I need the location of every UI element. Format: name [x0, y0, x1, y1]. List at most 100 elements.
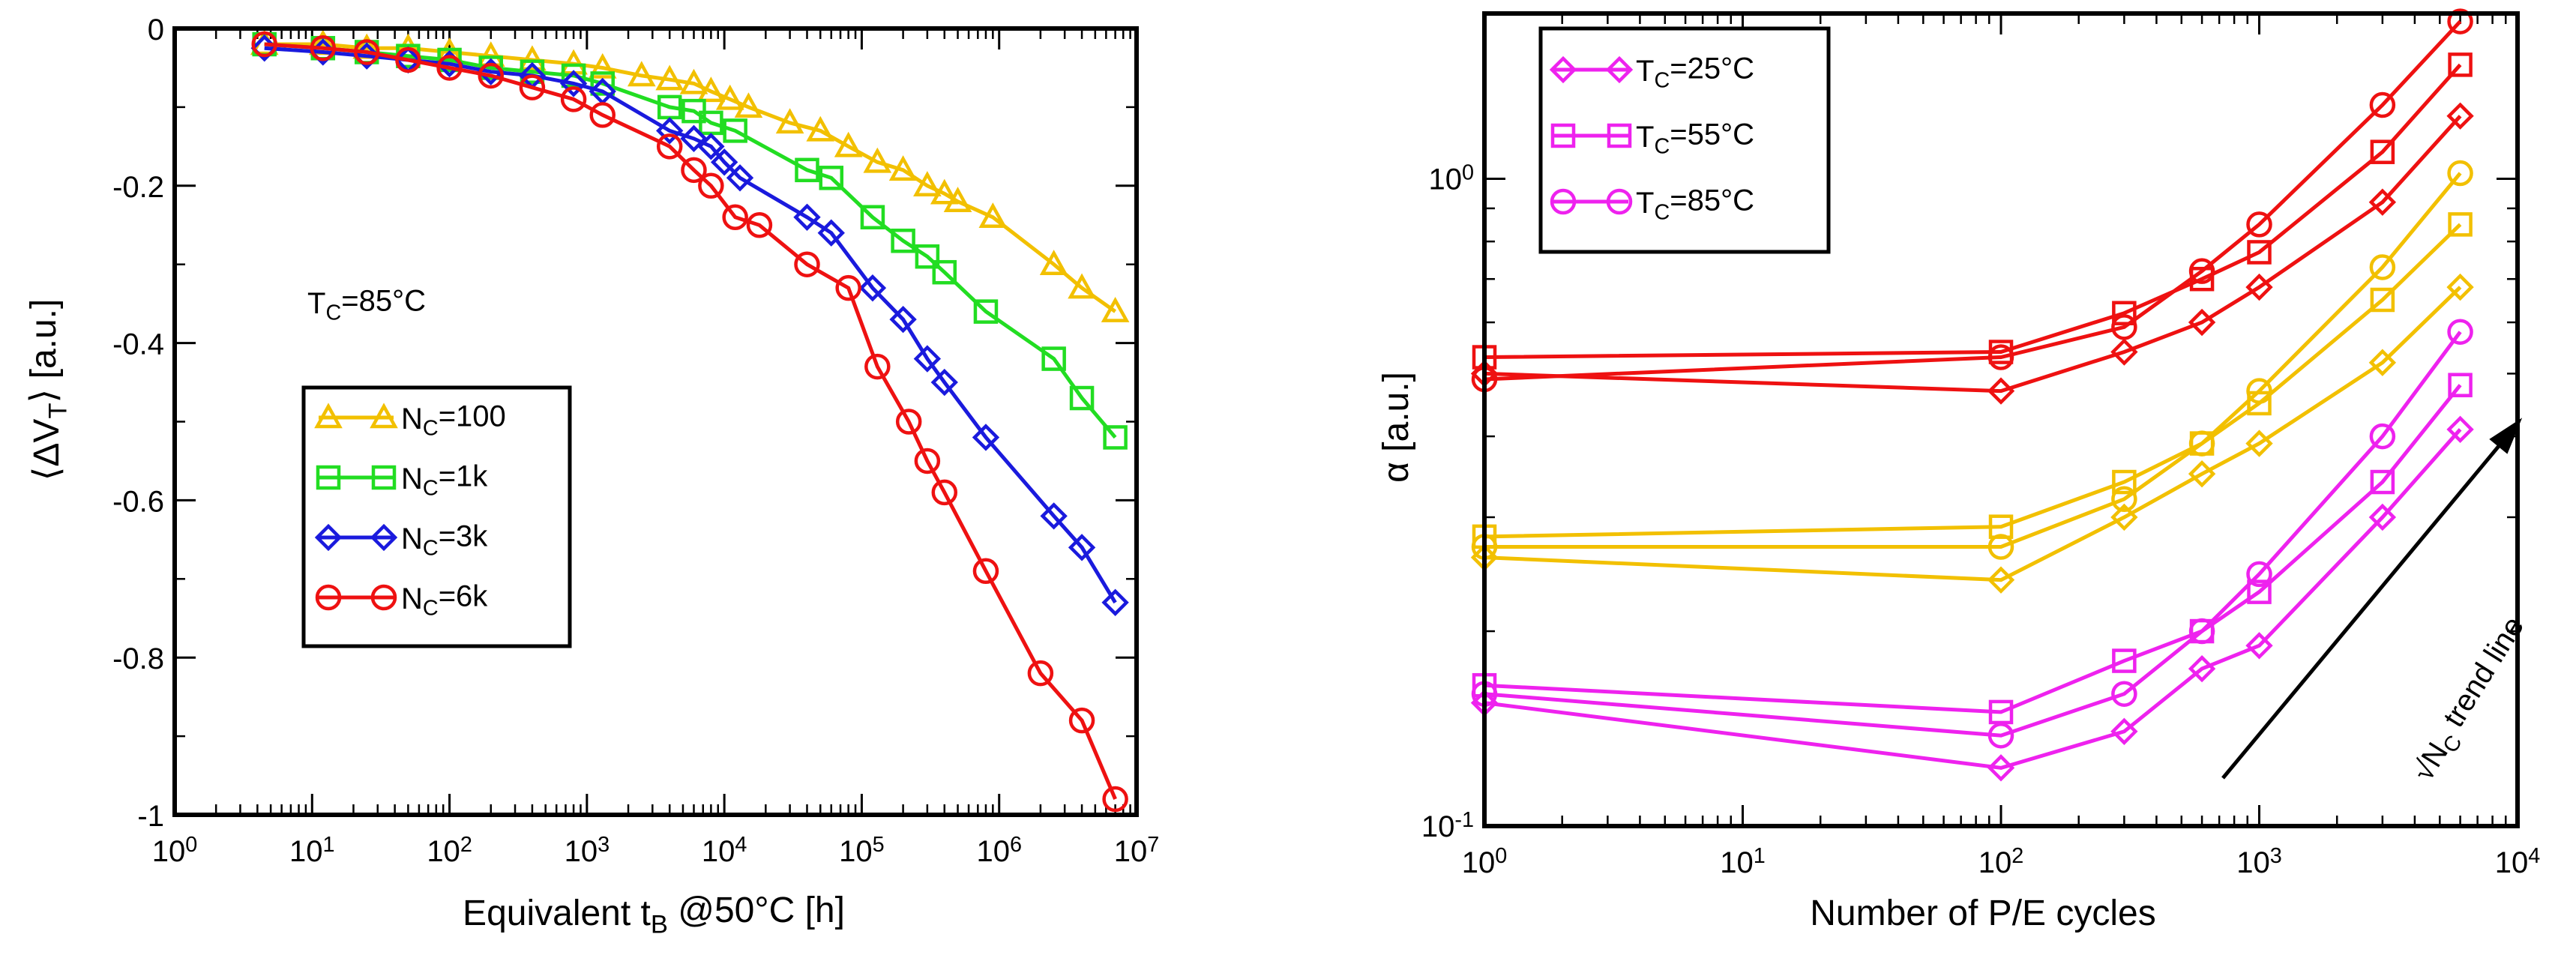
- left-data-point: [353, 39, 380, 65]
- right-data-point: [2447, 8, 2473, 34]
- right-data-point: [2370, 287, 2395, 313]
- right-legend-label: TC=25°C: [1636, 52, 1754, 93]
- right-data-point: [2368, 188, 2397, 216]
- right-legend-marker: [1607, 123, 1632, 148]
- left-data-point: [913, 171, 942, 197]
- left-data-point: [1068, 273, 1096, 299]
- right-x-axis-label: Number of P/E cycles: [1810, 894, 2155, 933]
- left-data-point: [436, 55, 463, 81]
- left-data-point: [1069, 385, 1095, 411]
- left-data-point: [1041, 346, 1066, 371]
- right-data-point: [2111, 681, 2137, 707]
- right-data-point: [2110, 338, 2138, 366]
- right-data-point: [2245, 273, 2273, 301]
- left-data-point: [559, 70, 588, 97]
- left-x-tick-label: 105: [839, 833, 885, 868]
- left-data-point: [973, 299, 999, 324]
- left-data-point: [518, 45, 547, 71]
- left-data-point: [478, 62, 504, 89]
- left-data-point: [696, 76, 726, 103]
- right-series-line: [1484, 63, 2462, 359]
- left-data-point: [943, 187, 972, 213]
- right-data-point: [2448, 373, 2473, 397]
- right-data-point: [2247, 579, 2272, 604]
- right-data-point: [2370, 139, 2395, 164]
- left-x-tick-label: 106: [976, 833, 1022, 868]
- left-data-point: [1102, 786, 1128, 813]
- left-series-line: [264, 42, 1117, 800]
- left-legend-marker: [314, 523, 343, 552]
- left-data-point: [437, 47, 462, 73]
- left-data-point: [835, 274, 861, 301]
- right-data-point: [2368, 349, 2397, 376]
- right-series-line: [1484, 115, 2462, 394]
- right-series-line: [1484, 428, 2462, 770]
- right-data-point: [2112, 469, 2137, 495]
- left-data-point: [858, 274, 887, 302]
- left-data-point: [698, 172, 724, 199]
- left-data-point: [972, 558, 999, 585]
- trend-arrow: [2221, 418, 2523, 780]
- left-data-point: [561, 63, 586, 88]
- left-data-point: [588, 52, 617, 79]
- right-data-point: [2446, 273, 2474, 301]
- left-data-point: [915, 244, 940, 269]
- right-legend-box: [1538, 26, 1831, 254]
- left-data-point: [891, 228, 915, 253]
- right-data-point: [2448, 52, 2473, 77]
- right-data-point: [2245, 430, 2273, 457]
- left-data-point: [888, 155, 918, 181]
- left-data-point: [1040, 502, 1068, 530]
- chart-right-alpha: Number of P/E cycles α [a.u.] √NC trend …: [1376, 8, 2540, 933]
- right-data-point: [2368, 503, 2397, 531]
- right-data-point: [2369, 423, 2396, 450]
- right-y-axis-label: α [a.u.]: [1376, 372, 1416, 483]
- left-data-point: [395, 46, 421, 73]
- left-legend-label: NC=100: [401, 400, 506, 441]
- right-data-point: [2448, 212, 2473, 237]
- left-y-axis-label: ⟨ΔVT⟩ [a.u.]: [24, 299, 72, 481]
- left-data-point: [860, 205, 885, 230]
- right-data-point: [2369, 91, 2396, 118]
- left-data-point: [560, 86, 587, 112]
- right-series-0: [1470, 102, 2474, 405]
- right-data-point: [2111, 486, 2137, 513]
- left-data-point: [656, 133, 683, 160]
- left-data-point: [589, 102, 616, 128]
- right-data-point: [2447, 319, 2473, 345]
- left-data-point: [1027, 660, 1054, 687]
- right-series-line: [1484, 331, 2462, 738]
- right-series-8: [1471, 319, 2473, 749]
- left-data-point: [819, 166, 844, 190]
- right-x-tick-label: 103: [2236, 844, 2282, 879]
- left-data-point: [679, 68, 708, 94]
- left-data-point: [1101, 297, 1130, 322]
- right-series-line: [1484, 19, 2462, 382]
- left-data-point: [656, 117, 684, 145]
- left-legend-marker: [315, 584, 342, 611]
- left-x-tick-label: 103: [565, 833, 610, 868]
- left-data-point: [806, 115, 835, 142]
- left-data-point: [775, 108, 804, 134]
- right-legend-marker: [1550, 123, 1576, 148]
- left-legend-label: NC=3k: [401, 520, 488, 561]
- right-data-point: [2446, 415, 2474, 444]
- left-data-point: [930, 368, 958, 397]
- right-x-tick-label: 100: [1462, 844, 1508, 879]
- left-temperature-annotation: TC=85°C: [307, 285, 426, 325]
- left-data-point: [746, 212, 773, 238]
- left-data-point: [627, 61, 656, 87]
- left-legend-marker: [370, 403, 398, 429]
- left-x-tick-label: 101: [289, 833, 335, 868]
- left-data-point: [972, 424, 1000, 451]
- left-y-tick-label: -0.4: [112, 328, 164, 361]
- right-data-point: [2110, 717, 2138, 745]
- right-data-point: [1987, 377, 2015, 405]
- right-data-point: [2370, 469, 2395, 495]
- left-series-3: [251, 31, 1128, 813]
- left-legend-label: NC=6k: [401, 580, 488, 621]
- left-series-line: [264, 46, 1117, 604]
- right-legend: TC=25°C TC=55°C TC=85°C: [1538, 26, 1831, 254]
- right-series-line: [1484, 286, 2462, 582]
- right-legend-marker: [1606, 188, 1633, 215]
